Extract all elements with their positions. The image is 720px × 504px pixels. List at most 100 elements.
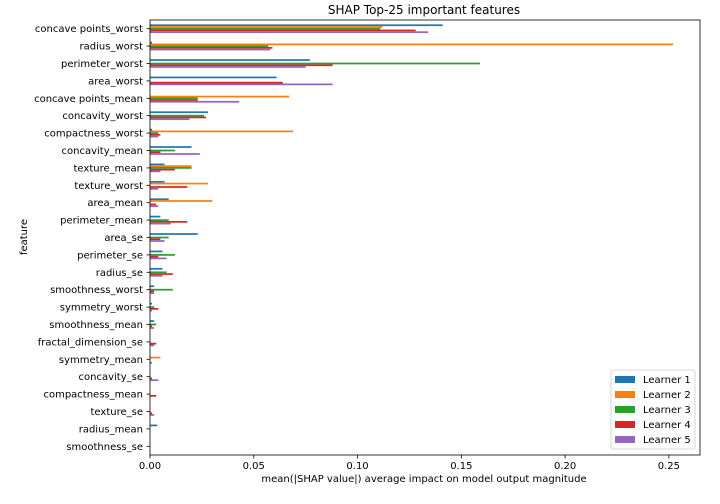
bar	[150, 307, 159, 310]
bar	[150, 205, 159, 208]
bar	[150, 273, 173, 275]
legend-swatch	[615, 421, 635, 428]
x-tick-labels: 0.00 0.05 0.10 0.15 0.20 0.25	[139, 455, 680, 472]
bar	[150, 236, 169, 239]
bar	[150, 83, 333, 86]
bar	[150, 220, 188, 223]
bar	[150, 27, 381, 30]
bar	[150, 394, 157, 397]
y-tick-label: concave points_mean	[34, 94, 143, 105]
bar	[150, 99, 198, 101]
bar	[150, 250, 163, 253]
bar	[150, 238, 161, 241]
bar	[150, 424, 158, 427]
bar	[150, 271, 167, 274]
y-tick-label: concavity_mean	[62, 146, 143, 157]
bar	[150, 132, 159, 134]
bar	[150, 41, 153, 44]
bar	[150, 133, 161, 136]
bar	[150, 24, 443, 27]
bar	[150, 135, 159, 138]
bar	[150, 81, 283, 84]
bar	[150, 31, 429, 34]
bar	[150, 222, 171, 225]
bar	[150, 66, 306, 68]
bar	[150, 182, 209, 185]
bar	[150, 48, 271, 51]
bar	[150, 114, 204, 117]
bar	[150, 118, 190, 121]
bar	[150, 254, 175, 256]
bar	[150, 342, 157, 345]
bar	[150, 198, 169, 201]
y-tick-label: texture_mean	[74, 163, 143, 174]
bar	[150, 151, 161, 154]
bar	[150, 95, 290, 98]
y-tick-label: smoothness_se	[66, 442, 143, 453]
y-tick-label: radius_worst	[80, 42, 144, 53]
bar	[150, 76, 277, 79]
x-tick-label: 0.15	[450, 461, 472, 472]
y-axis-label: feature	[19, 219, 30, 255]
bar	[150, 26, 383, 28]
bar	[150, 412, 153, 415]
y-tick-label: area_se	[104, 233, 143, 244]
bar	[150, 302, 153, 305]
bar	[150, 356, 161, 359]
bar	[150, 130, 294, 133]
bar	[150, 128, 153, 131]
bars-group	[150, 24, 674, 427]
y-tick-label: concave points_worst	[35, 24, 143, 35]
y-tick-label: compactness_worst	[44, 129, 143, 140]
bar	[150, 163, 165, 166]
y-tick-label: texture_worst	[74, 181, 143, 192]
bar	[150, 323, 157, 326]
y-tick-label: compactness_mean	[43, 390, 143, 401]
bar	[150, 344, 155, 347]
bar	[150, 165, 192, 168]
bar	[150, 255, 159, 258]
bar	[150, 379, 159, 382]
bar	[150, 62, 480, 65]
bar	[150, 292, 155, 295]
legend-swatch	[615, 391, 635, 398]
bar	[150, 187, 159, 190]
bar	[150, 111, 209, 114]
legend-label: Learner 2	[643, 390, 691, 401]
legend-label: Learner 4	[643, 420, 691, 431]
chart-title: SHAP Top-25 important features	[328, 3, 520, 17]
legend-frame	[610, 369, 696, 450]
bar	[150, 186, 188, 188]
legend-swatch	[615, 376, 635, 383]
bar	[150, 200, 213, 202]
y-tick-label: perimeter_mean	[60, 216, 143, 227]
bar	[150, 233, 198, 235]
bar	[150, 153, 200, 155]
bar	[150, 116, 207, 119]
bar	[150, 29, 416, 32]
legend-label: Learner 3	[643, 405, 691, 416]
x-tick-label: 0.20	[554, 461, 576, 472]
bar	[150, 325, 153, 328]
plot-frame	[149, 19, 701, 456]
x-tick-label: 0.05	[243, 461, 265, 472]
y-tick-label: smoothness_mean	[49, 320, 143, 331]
x-tick-label: 0.25	[658, 461, 680, 472]
y-tick-label: area_worst	[88, 76, 143, 87]
y-tick-label: texture_se	[91, 407, 143, 418]
legend-label: Learner 5	[643, 435, 691, 446]
y-tick-label: radius_mean	[79, 424, 143, 435]
bar	[150, 180, 165, 183]
bar	[150, 203, 157, 206]
legend-label: Learner 1	[643, 375, 691, 386]
bar	[150, 306, 155, 308]
y-tick-labels: concave points_worst radius_worst perimete…	[34, 24, 150, 453]
bar	[150, 377, 153, 380]
y-tick-label: symmetry_worst	[60, 303, 143, 314]
bar	[150, 267, 163, 270]
bar	[150, 309, 153, 312]
bar	[150, 215, 161, 218]
y-tick-label: perimeter_se	[77, 250, 143, 261]
bar	[150, 257, 167, 260]
